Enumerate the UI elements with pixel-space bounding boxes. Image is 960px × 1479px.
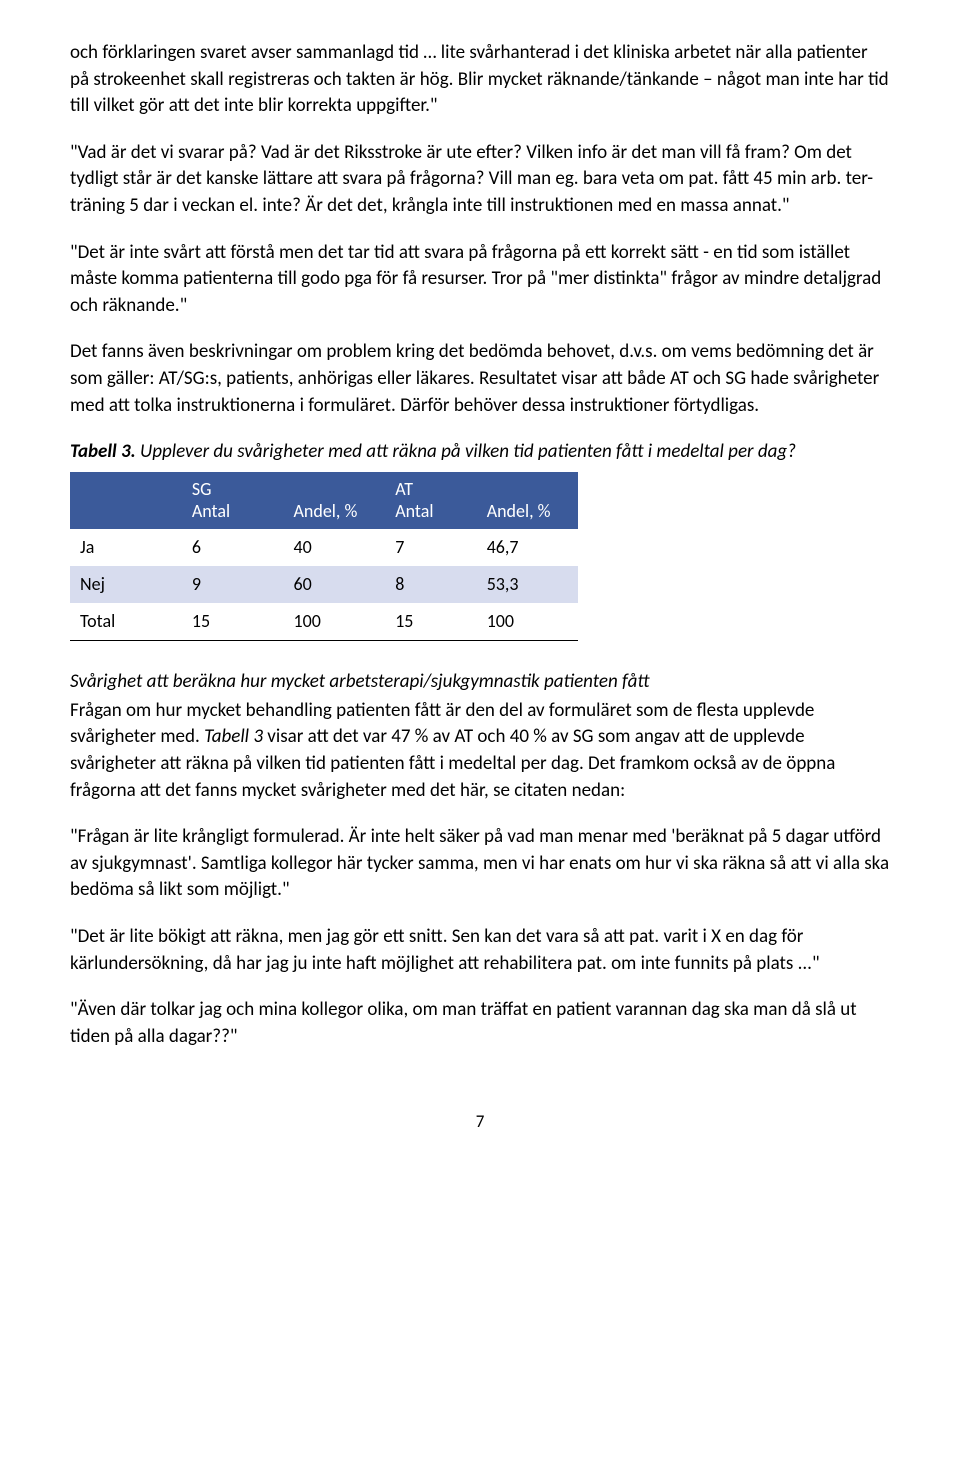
table-header-at-antal: AT Antal xyxy=(385,472,477,529)
paragraph-quote-5: "Det är lite bökigt att räkna, men jag g… xyxy=(70,924,890,977)
paragraph-quote-2: "Vad är det vi svarar på? Vad är det Rik… xyxy=(70,140,890,220)
row-sg-antal: 15 xyxy=(182,603,284,641)
table-row-total: Total 15 100 15 100 xyxy=(70,603,578,641)
row-at-andel: 100 xyxy=(477,603,579,641)
row-at-antal: 7 xyxy=(385,529,477,566)
table-header-sg-andel: Andel, % xyxy=(284,472,386,529)
row-label: Ja xyxy=(70,529,182,566)
row-at-antal: 8 xyxy=(385,566,477,603)
page-number: 7 xyxy=(70,1110,890,1134)
table-caption-text: Upplever du svårigheter med att räkna på… xyxy=(136,440,796,463)
p5-tabell-ref: Tabell 3 xyxy=(204,725,263,748)
table-row: Nej 9 60 8 53,3 xyxy=(70,566,578,603)
row-sg-andel: 60 xyxy=(284,566,386,603)
paragraph-quote-6: "Även där tolkar jag och mina kollegor o… xyxy=(70,997,890,1050)
section-heading: Svårighet att beräkna hur mycket arbetst… xyxy=(70,669,890,696)
row-sg-antal: 6 xyxy=(182,529,284,566)
table-header-sg-antal: SG Antal xyxy=(182,472,284,529)
paragraph-analysis-1: Det fanns även beskrivningar om problem … xyxy=(70,339,890,419)
paragraph-quote-4: "Frågan är lite krångligt formulerad. Är… xyxy=(70,824,890,904)
table-caption-prefix: Tabell 3. xyxy=(70,440,136,463)
table-header-blank xyxy=(70,472,182,529)
table-header-at-andel: Andel, % xyxy=(477,472,579,529)
row-label: Nej xyxy=(70,566,182,603)
table-body: Ja 6 40 7 46,7 Nej 9 60 8 53,3 Total 15 … xyxy=(70,529,578,641)
paragraph-quote-3: "Det är inte svårt att förstå men det ta… xyxy=(70,240,890,320)
table-row: Ja 6 40 7 46,7 xyxy=(70,529,578,566)
row-label: Total xyxy=(70,603,182,641)
table-3: SG Antal Andel, % AT Antal Andel, % Ja 6… xyxy=(70,472,578,642)
paragraph-analysis-2: Frågan om hur mycket behandling patiente… xyxy=(70,698,890,804)
row-sg-andel: 100 xyxy=(284,603,386,641)
row-at-antal: 15 xyxy=(385,603,477,641)
paragraph-quote-1: och förklaringen svaret avser sammanlagd… xyxy=(70,40,890,120)
row-at-andel: 46,7 xyxy=(477,529,579,566)
table-header-row: SG Antal Andel, % AT Antal Andel, % xyxy=(70,472,578,529)
row-sg-andel: 40 xyxy=(284,529,386,566)
table-caption: Tabell 3. Upplever du svårigheter med at… xyxy=(70,439,890,466)
row-at-andel: 53,3 xyxy=(477,566,579,603)
row-sg-antal: 9 xyxy=(182,566,284,603)
